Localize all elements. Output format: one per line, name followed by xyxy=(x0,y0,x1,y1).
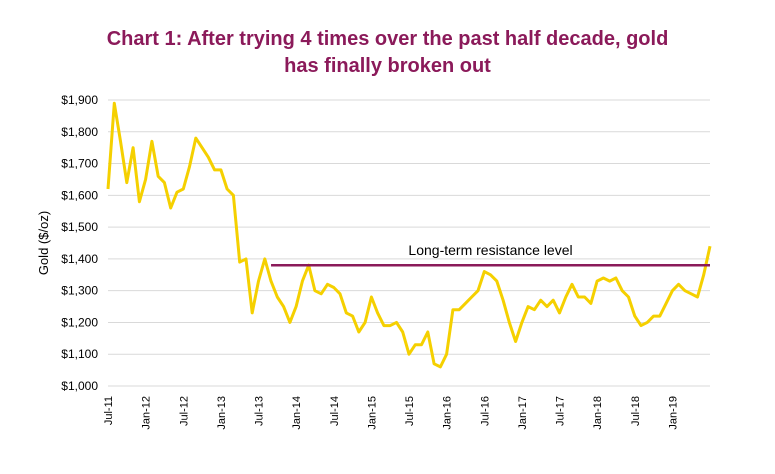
x-tick-label: Jul-12 xyxy=(178,396,190,426)
y-tick-label: $1,500 xyxy=(61,220,98,234)
y-tick-label: $1,400 xyxy=(61,252,98,266)
x-tick-label: Jan-14 xyxy=(291,396,303,430)
x-tick-label: Jul-13 xyxy=(254,396,266,426)
x-tick-label: Jul-18 xyxy=(630,396,642,426)
y-axis-label: Gold ($/oz) xyxy=(36,211,51,275)
y-tick-label: $1,300 xyxy=(61,284,98,298)
y-tick-label: $1,700 xyxy=(61,157,98,171)
y-tick-label: $1,000 xyxy=(61,379,98,393)
resistance-line-label: Long-term resistance level xyxy=(408,242,572,258)
x-tick-label: Jul-16 xyxy=(479,396,491,426)
y-tick-label: $1,900 xyxy=(61,93,98,107)
y-tick-label: $1,200 xyxy=(61,315,98,329)
x-tick-label: Jan-17 xyxy=(517,396,529,430)
x-tick-label: Jul-15 xyxy=(404,396,416,426)
y-tick-label: $1,600 xyxy=(61,188,98,202)
x-tick-label: Jan-15 xyxy=(366,396,378,430)
x-tick-label: Jan-16 xyxy=(442,396,454,430)
x-tick-label: Jul-14 xyxy=(329,396,341,426)
chart-title-line-2: has finally broken out xyxy=(284,55,491,77)
x-tick-label: Jul-11 xyxy=(103,396,115,425)
x-tick-label: Jul-17 xyxy=(555,396,567,426)
x-tick-label: Jan-13 xyxy=(216,396,228,430)
x-tick-label: Jan-12 xyxy=(141,396,153,430)
chart-title-line-1: Chart 1: After trying 4 times over the p… xyxy=(106,28,669,50)
x-tick-label: Jan-18 xyxy=(592,396,604,430)
series-line-gold xyxy=(106,101,712,369)
y-tick-label: $1,800 xyxy=(61,125,98,139)
x-tick-label: Jan-19 xyxy=(667,396,679,430)
y-tick-label: $1,100 xyxy=(61,347,98,361)
